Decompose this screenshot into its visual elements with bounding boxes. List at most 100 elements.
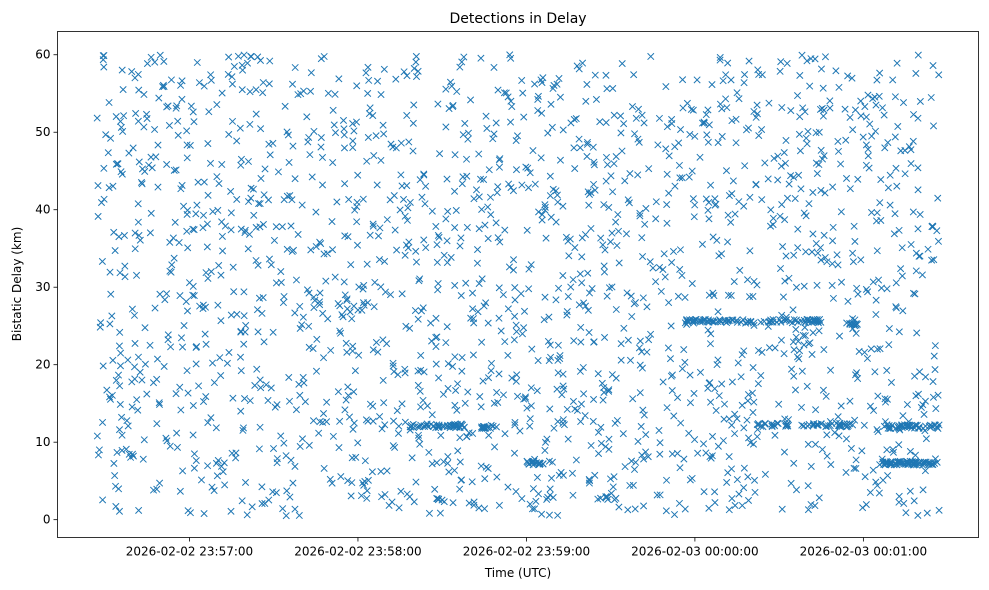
- noise-point: [533, 387, 541, 395]
- noise-point: [247, 184, 255, 192]
- noise-point: [914, 51, 922, 59]
- noise-point: [808, 350, 816, 358]
- noise-point: [705, 198, 713, 207]
- noise-point: [487, 211, 495, 219]
- noise-point: [288, 247, 296, 256]
- noise-point: [283, 487, 291, 495]
- noise-point: [718, 380, 726, 388]
- noise-point: [594, 428, 603, 436]
- noise-point: [887, 378, 895, 386]
- noise-point: [254, 328, 262, 336]
- noise-point: [728, 378, 736, 386]
- noise-point: [532, 497, 540, 505]
- noise-point: [716, 56, 724, 64]
- noise-point: [141, 324, 149, 332]
- track-point: [828, 420, 836, 428]
- noise-point: [443, 175, 451, 183]
- track-point: [427, 420, 435, 428]
- noise-point: [844, 297, 852, 305]
- noise-point: [475, 225, 483, 233]
- noise-point: [443, 237, 451, 245]
- noise-point: [412, 478, 420, 486]
- noise-point: [889, 446, 897, 454]
- noise-point: [485, 166, 493, 174]
- noise-point: [517, 290, 525, 298]
- noise-point: [458, 353, 466, 362]
- noise-point: [520, 324, 528, 332]
- noise-point: [808, 248, 816, 256]
- noise-point: [178, 77, 186, 85]
- noise-point: [105, 184, 113, 192]
- noise-point: [852, 464, 860, 473]
- noise-point: [421, 200, 429, 208]
- noise-point: [598, 379, 606, 387]
- track-point: [898, 423, 906, 432]
- noise-point: [311, 296, 319, 305]
- noise-point: [815, 494, 823, 502]
- noise-point: [554, 198, 562, 206]
- noise-point: [393, 246, 401, 254]
- noise-point: [934, 237, 943, 245]
- noise-point: [396, 206, 404, 214]
- track-point: [760, 317, 768, 325]
- noise-point: [727, 291, 735, 300]
- noise-point: [364, 63, 372, 71]
- noise-point: [228, 80, 237, 88]
- noise-point: [143, 390, 151, 398]
- noise-point: [478, 275, 486, 283]
- noise-point: [404, 204, 412, 212]
- noise-point: [212, 424, 220, 432]
- noise-point: [217, 317, 225, 325]
- noise-point: [753, 101, 761, 109]
- noise-point: [784, 416, 793, 424]
- noise-point: [397, 139, 405, 147]
- data-points: [93, 51, 943, 520]
- noise-point: [776, 264, 785, 273]
- noise-point: [674, 292, 682, 300]
- noise-point: [494, 183, 502, 191]
- noise-point: [111, 482, 120, 490]
- noise-point: [820, 346, 828, 354]
- noise-point: [364, 89, 372, 97]
- noise-point: [777, 162, 785, 170]
- noise-point: [640, 455, 648, 463]
- noise-point: [864, 152, 872, 160]
- noise-point: [895, 498, 903, 506]
- noise-point: [112, 502, 120, 510]
- noise-point: [155, 399, 163, 407]
- noise-point: [475, 193, 483, 201]
- noise-point: [105, 98, 113, 107]
- noise-point: [805, 200, 813, 208]
- noise-point: [247, 194, 255, 202]
- noise-point: [414, 367, 422, 375]
- noise-point: [676, 265, 684, 273]
- noise-point: [143, 60, 151, 68]
- noise-point: [511, 284, 519, 292]
- noise-point: [199, 211, 208, 219]
- noise-point: [599, 241, 607, 249]
- noise-point: [889, 448, 897, 456]
- noise-point: [867, 345, 875, 353]
- noise-point: [688, 167, 696, 175]
- noise-point: [369, 220, 377, 228]
- noise-point: [910, 497, 918, 505]
- noise-point: [99, 496, 107, 504]
- noise-point: [451, 353, 459, 361]
- noise-point: [711, 385, 719, 393]
- noise-point: [478, 338, 486, 346]
- noise-point: [342, 396, 350, 404]
- noise-point: [504, 305, 512, 313]
- noise-point: [207, 414, 215, 422]
- noise-point: [740, 71, 749, 79]
- noise-point: [409, 119, 417, 127]
- noise-point: [857, 112, 865, 120]
- x-tick-label: 2026-02-03 00:01:00: [800, 545, 927, 559]
- noise-point: [417, 307, 426, 315]
- noise-point: [744, 391, 753, 399]
- noise-point: [146, 229, 154, 237]
- noise-point: [202, 340, 210, 348]
- noise-point: [118, 170, 126, 178]
- noise-point: [394, 371, 402, 379]
- noise-point: [380, 399, 388, 407]
- noise-point: [363, 157, 371, 165]
